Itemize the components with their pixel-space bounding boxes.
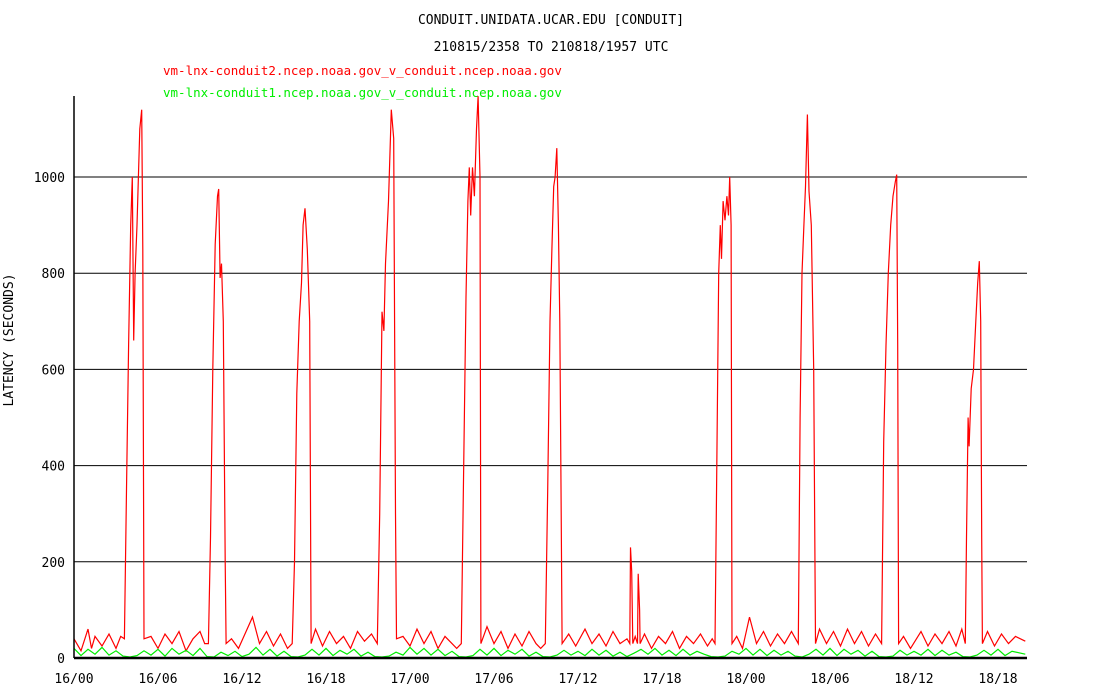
legend-entry-conduit1: vm-lnx-conduit1.ncep.noaa.gov_v_conduit.… <box>163 85 562 100</box>
y-tick-label: 1000 <box>34 171 65 186</box>
x-tick-label: 18/00 <box>726 672 765 687</box>
chart-title: CONDUIT.UNIDATA.UCAR.EDU [CONDUIT] <box>418 13 684 28</box>
y-tick-label: 200 <box>42 556 65 571</box>
x-tick-label: 16/06 <box>138 672 177 687</box>
y-tick-label: 0 <box>57 652 65 667</box>
axes <box>73 96 1027 660</box>
series-line-conduit2 <box>73 96 1026 653</box>
series-group <box>73 96 1026 658</box>
x-tick-label: 16/00 <box>54 672 93 687</box>
y-tick-label: 600 <box>42 363 65 378</box>
gridlines <box>74 176 1027 563</box>
x-tick-label: 17/12 <box>558 672 597 687</box>
x-tick-label: 17/06 <box>474 672 513 687</box>
series-line-conduit1 <box>73 646 1026 658</box>
x-tick-label: 18/12 <box>894 672 933 687</box>
chart-subtitle: 210815/2358 TO 210818/1957 UTC <box>434 40 669 55</box>
x-tick-label: 16/12 <box>222 672 261 687</box>
legend-entry-conduit2: vm-lnx-conduit2.ncep.noaa.gov_v_conduit.… <box>163 63 562 78</box>
x-tick-label: 17/00 <box>390 672 429 687</box>
x-tick-label: 16/18 <box>306 672 345 687</box>
x-tick-label: 17/18 <box>642 672 681 687</box>
y-tick-label: 800 <box>42 267 65 282</box>
x-tick-label: 18/06 <box>810 672 849 687</box>
y-axis-label: LATENCY (SECONDS) <box>2 273 17 406</box>
y-tick-label: 400 <box>42 460 65 475</box>
x-tick-label: 18/18 <box>978 672 1017 687</box>
tick-labels: 0 200 400 600 800 1000 16/00 16/06 16/12 16/18 17/… <box>34 171 1018 687</box>
